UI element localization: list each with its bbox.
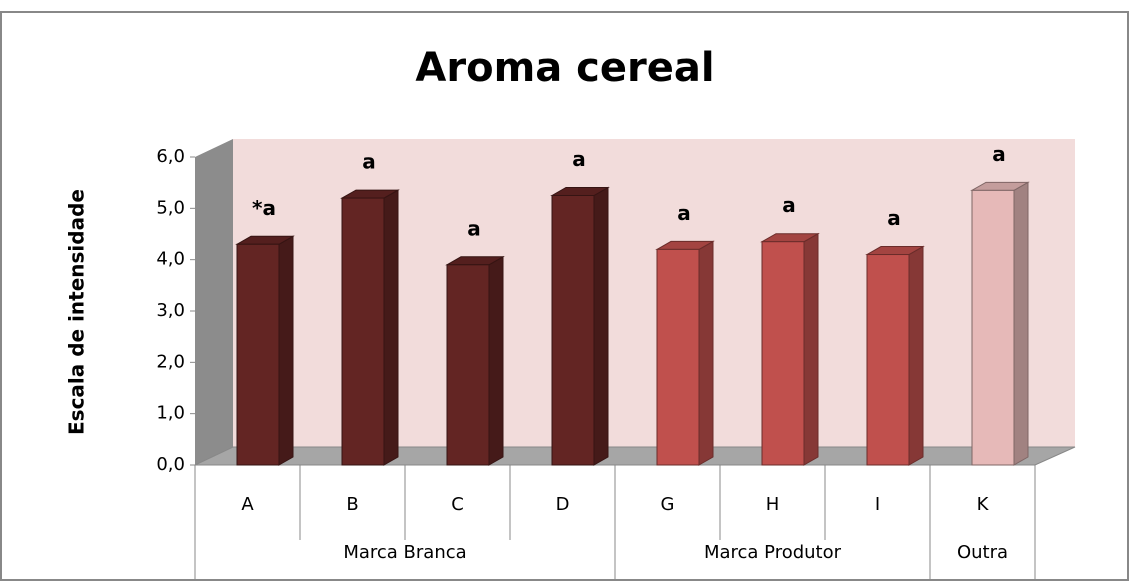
chart-title: Aroma cereal: [415, 45, 714, 91]
floor: [194, 446, 1076, 466]
x-tick-label: G: [661, 494, 675, 515]
bar-annotation: a: [677, 201, 691, 225]
x-tick-label: B: [346, 494, 358, 515]
y-tick-label: 1,0: [156, 403, 185, 424]
group-label: Outra: [957, 542, 1008, 563]
bar: [446, 264, 490, 466]
bar-side: [593, 186, 609, 466]
bar: [866, 254, 910, 466]
bar-side: [698, 240, 714, 466]
bar: [236, 243, 280, 466]
back-wall: [233, 139, 1075, 447]
x-tick-label: A: [241, 494, 254, 515]
bar-side: [383, 189, 399, 466]
bar-side: [908, 245, 924, 466]
bar-annotation: a: [782, 193, 796, 217]
y-tick-label: 4,0: [156, 249, 185, 270]
y-tick-label: 3,0: [156, 300, 185, 321]
bar: [551, 195, 595, 466]
bar-annotation: a: [572, 147, 586, 171]
x-tick-label: H: [766, 494, 780, 515]
x-tick-label: C: [451, 494, 464, 515]
bar: [971, 189, 1015, 466]
group-label: Marca Branca: [343, 542, 466, 563]
bar-annotation: a: [992, 142, 1006, 166]
bar: [656, 248, 700, 466]
bar-annotation: a: [887, 206, 901, 230]
x-tick-label: K: [977, 494, 990, 515]
bar-annotation: a: [362, 150, 376, 174]
bar-side: [1013, 181, 1029, 466]
y-axis-label: Escala de intensidade: [65, 189, 89, 435]
y-tick-label: 5,0: [156, 197, 185, 218]
bar-side: [488, 255, 504, 466]
x-tick-label: D: [556, 494, 570, 515]
x-tick-label: I: [875, 494, 880, 515]
bar-annotation: a: [467, 216, 481, 240]
bar-side: [803, 232, 819, 466]
group-label: Marca Produtor: [704, 542, 842, 563]
bar: [761, 241, 805, 466]
bar-annotation: *a: [252, 196, 276, 220]
y-tick-label: 0,0: [156, 454, 185, 475]
bar-side: [278, 235, 294, 466]
y-tick-label: 2,0: [156, 351, 185, 372]
bar: [341, 197, 385, 466]
y-tick-label: 6,0: [156, 146, 185, 167]
side-wall: [195, 139, 233, 465]
